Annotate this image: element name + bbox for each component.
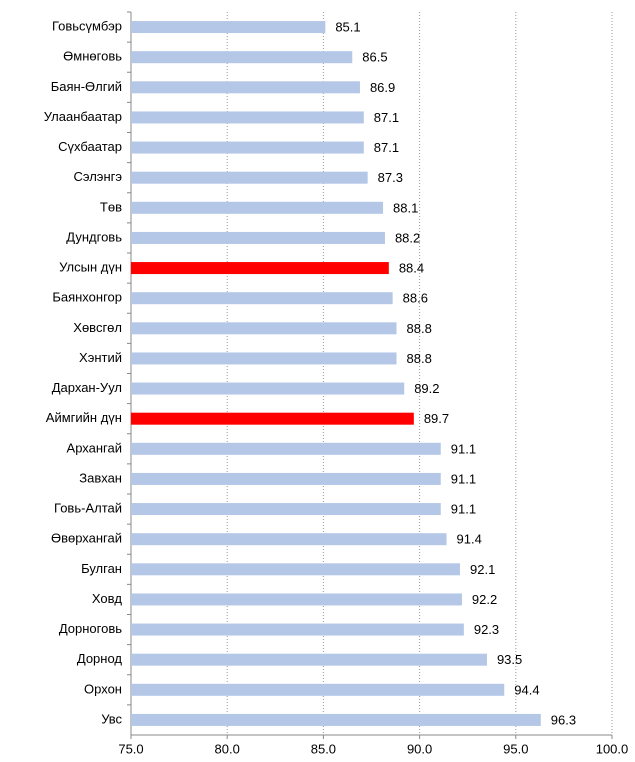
- data-label: 85.1: [335, 20, 360, 35]
- y-tick-label: Дундговь: [66, 229, 122, 244]
- data-label: 91.1: [451, 502, 476, 517]
- data-label: 91.4: [457, 532, 482, 547]
- bar: [131, 472, 441, 485]
- y-tick-label: Архангай: [67, 440, 122, 455]
- data-label: 87.3: [378, 170, 403, 185]
- y-tick-label: Дархан-Уул: [52, 380, 122, 395]
- bar: [131, 231, 385, 244]
- y-tick-label: Сэлэнгэ: [73, 169, 122, 184]
- y-tick-label: Дорнод: [77, 651, 123, 666]
- y-tick-label: Улсын дүн: [59, 260, 122, 275]
- y-tick-label: Хэнтий: [79, 350, 122, 365]
- data-label: 91.1: [451, 471, 476, 486]
- bar: [131, 442, 441, 455]
- bar: [131, 653, 487, 666]
- bar: [131, 503, 441, 516]
- y-tick-label: Өвөрхангай: [51, 531, 122, 546]
- data-label: 92.2: [472, 592, 497, 607]
- y-tick-label: Говь-Алтай: [54, 501, 122, 516]
- data-label: 89.7: [424, 411, 449, 426]
- bar: [131, 201, 384, 214]
- y-tick-label: Төв: [100, 199, 122, 214]
- y-tick-label: Говьсүмбэр: [52, 19, 122, 34]
- bar: [131, 292, 393, 305]
- data-label: 86.5: [362, 50, 387, 65]
- bar: [131, 382, 405, 395]
- y-tick-label: Улаанбаатар: [44, 109, 122, 124]
- y-tick-label: Орхон: [84, 681, 122, 696]
- y-tick-label: Баянхонгор: [52, 290, 122, 305]
- data-label: 96.3: [551, 712, 576, 727]
- y-tick-label: Булган: [81, 561, 122, 576]
- data-label: 88.8: [407, 321, 432, 336]
- data-label: 92.1: [470, 562, 495, 577]
- data-label: 88.6: [403, 291, 428, 306]
- data-label: 91.1: [451, 441, 476, 456]
- data-label: 86.9: [370, 80, 395, 95]
- bar: [131, 352, 397, 365]
- y-tick-label: Дорноговь: [59, 621, 122, 636]
- data-label: 88.2: [395, 230, 420, 245]
- bar: [131, 593, 462, 606]
- y-tick-label: Увс: [101, 711, 122, 726]
- data-label: 94.4: [514, 682, 539, 697]
- bar: [131, 141, 364, 154]
- y-tick-label: Хөвсгөл: [73, 320, 122, 335]
- bar: [131, 21, 326, 34]
- data-label: 88.1: [393, 200, 418, 215]
- data-label: 92.3: [474, 622, 499, 637]
- data-label: 87.1: [374, 140, 399, 155]
- y-tick-label: Өмнөговь: [63, 49, 122, 64]
- bar: [131, 412, 414, 425]
- bar: [131, 262, 389, 275]
- x-tick-label: 75.0: [118, 741, 143, 756]
- y-tick-label: Ховд: [92, 591, 123, 606]
- bar: [131, 563, 461, 576]
- bar: [131, 623, 464, 636]
- bar: [131, 533, 447, 546]
- x-tick-label: 100.0: [596, 741, 629, 756]
- bar: [131, 111, 364, 124]
- data-label: 88.4: [399, 261, 424, 276]
- y-tick-label: Сүхбаатар: [58, 139, 122, 154]
- bar: [131, 683, 505, 696]
- x-tick-label: 80.0: [215, 741, 240, 756]
- bar: [131, 171, 368, 184]
- bar: [131, 322, 397, 335]
- bar: [131, 81, 360, 94]
- bar: [131, 51, 353, 64]
- x-tick-label: 90.0: [407, 741, 432, 756]
- y-tick-label: Завхан: [79, 470, 122, 485]
- x-tick-label: 85.0: [311, 741, 336, 756]
- data-label: 89.2: [414, 381, 439, 396]
- data-label: 87.1: [374, 110, 399, 125]
- x-tick-label: 95.0: [503, 741, 528, 756]
- data-label: 88.8: [407, 351, 432, 366]
- y-tick-label: Аймгийн дүн: [46, 410, 122, 425]
- bar: [131, 713, 541, 726]
- data-label: 93.5: [497, 652, 522, 667]
- y-tick-label: Баян-Өлгий: [51, 79, 122, 94]
